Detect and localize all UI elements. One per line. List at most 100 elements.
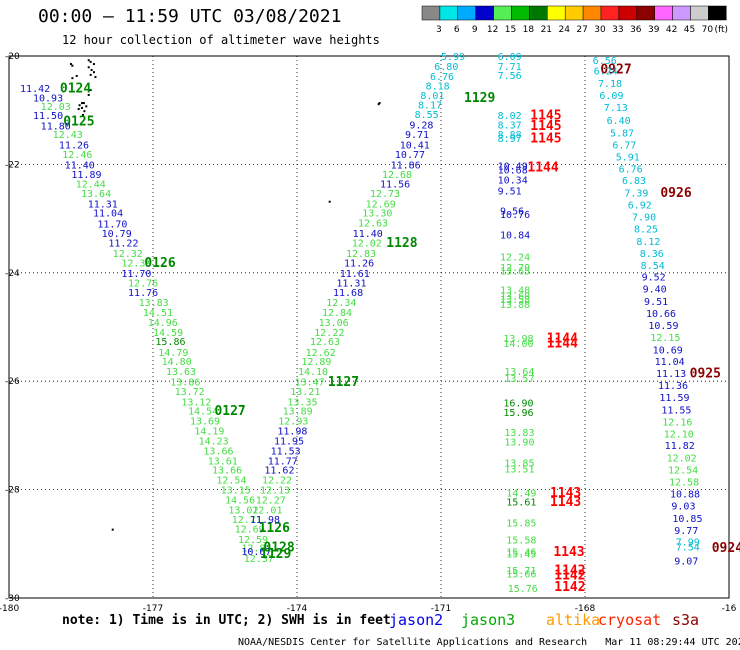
pass-time-label: 0125 [63, 115, 94, 130]
land-speck [71, 64, 74, 67]
wave-height-label: 9.56 [500, 207, 524, 218]
land-speck [89, 60, 92, 63]
wave-height-label: 13.72 [175, 387, 205, 398]
land-speck [94, 76, 97, 79]
wave-height-label: 14.19 [194, 427, 224, 438]
wave-height-label: 13.60 [500, 292, 530, 303]
wave-height-label: 12.22 [262, 475, 292, 486]
legend-swatch [600, 5, 620, 21]
wave-height-label: 12.32 [113, 249, 143, 260]
wave-height-label: 16.90 [503, 398, 533, 409]
wave-height-label: 12.84 [322, 308, 352, 319]
wave-height-label: 10.66 [646, 309, 676, 320]
wave-height-label: 12.69 [366, 200, 396, 211]
wave-height-label: 7.18 [598, 79, 622, 90]
pass-time-label: 0128 [263, 541, 294, 556]
wave-height-label: 11.50 [33, 111, 63, 122]
wave-height-label: 12.15 [650, 333, 680, 344]
wave-height-label: 11.42 [20, 84, 50, 95]
land-speck [93, 71, 95, 74]
wave-height-label: 6.09 [599, 91, 623, 102]
wave-height-label: 8.88 [498, 130, 522, 141]
wave-height-label: 13.02 [228, 506, 258, 517]
wave-height-label: 7.71 [498, 62, 522, 73]
land-speck [77, 108, 80, 111]
wave-height-label: 10.68 [498, 165, 528, 176]
chart-frame [8, 55, 730, 599]
wave-height-label: 12.58 [669, 478, 699, 489]
wave-height-label: 11.53 [271, 447, 301, 458]
wave-height-label: 7.54 [676, 543, 700, 554]
wave-height-label: 11.36 [658, 381, 688, 392]
wave-height-label: 10.76 [500, 210, 530, 221]
wave-height-label: 13.64 [504, 367, 534, 378]
legend-label: 24 [558, 25, 570, 35]
legend-swatch [421, 5, 441, 21]
wave-height-label: 10.34 [498, 176, 528, 187]
page-title: 00:00 – 11:59 UTC 03/08/2021 [38, 6, 342, 27]
wave-height-label: 14.79 [158, 348, 188, 359]
wave-height-label: 14.54 [188, 407, 218, 418]
legend-label: 21 [541, 25, 552, 35]
legend-label: 15 [505, 25, 516, 35]
y-tick-label: -20 [5, 52, 20, 62]
wave-height-label: 6.56 [593, 56, 617, 67]
wave-height-label: 12.63 [358, 218, 388, 229]
wave-height-label: 13.64 [81, 189, 111, 200]
wave-height-label: 10.41 [400, 140, 430, 151]
land-speck [89, 73, 92, 76]
pass-time-label: 1128 [386, 236, 417, 251]
wave-height-label: 11.59 [659, 393, 689, 404]
wave-height-label: 9.77 [674, 526, 698, 537]
wave-height-label: 6.40 [607, 116, 631, 127]
wave-height-label: 9.28 [409, 120, 433, 131]
pass-time-label: 1145 [530, 109, 561, 124]
legend-label: 27 [576, 25, 587, 35]
satellite-cryosat: cryosat [598, 611, 662, 629]
footer-credit: NOAA/NESDIS Center for Satellite Applica… [238, 637, 740, 648]
land-speck [89, 89, 92, 92]
wave-height-label: 6.80 [434, 62, 458, 73]
land-speck [81, 106, 83, 109]
land-speck [81, 113, 84, 116]
wave-height-label: 11.77 [268, 456, 298, 467]
wave-height-label: 14.56 [225, 495, 255, 506]
wave-height-label: 13.66 [212, 466, 242, 477]
wave-height-label: 12.02 [352, 239, 382, 250]
land-speck [87, 93, 90, 96]
wave-height-label: 12.54 [668, 466, 698, 477]
legend-swatch [564, 5, 584, 21]
land-speck [75, 74, 78, 77]
wave-height-label: 11.89 [71, 170, 101, 181]
wave-height-label: 13.15 [221, 486, 251, 497]
legend-swatch [511, 5, 530, 21]
wave-height-label: 15.06 [506, 570, 536, 581]
wave-height-label: 10.93 [33, 93, 63, 104]
legend-swatch [493, 5, 512, 21]
legend-label: 42 [666, 25, 677, 35]
wave-height-label: 12.16 [662, 417, 692, 428]
wave-height-label: 13.98 [503, 334, 533, 345]
land-speck [87, 66, 90, 69]
wave-height-label: 12.63 [310, 337, 340, 348]
land-speck [69, 63, 72, 66]
y-tick-label: -22 [5, 160, 20, 170]
wave-height-label: 8.02 [498, 111, 522, 122]
wave-height-label: 10.77 [395, 150, 425, 161]
wave-height-label: 13.90 [504, 437, 534, 448]
wave-height-label: 13.06 [319, 318, 349, 329]
satellite-jason2: jason2 [389, 611, 444, 629]
wave-height-label: 12.03 [41, 102, 71, 113]
wave-height-label: 12.34 [326, 298, 356, 309]
wave-height-label: 9.51 [498, 187, 522, 198]
wave-height-label: 11.82 [665, 441, 695, 452]
wave-height-label: 6.24 [594, 67, 618, 78]
wave-height-label: 12.01 [252, 506, 282, 517]
wave-height-label: 14.59 [153, 328, 183, 339]
wave-height-label: 8.01 [420, 91, 444, 102]
wave-height-label: 12.81 [241, 544, 271, 555]
x-tick-label: -16 [722, 604, 737, 614]
wave-height-label: 11.98 [250, 515, 280, 526]
wave-height-label: 13.57 [504, 374, 534, 385]
